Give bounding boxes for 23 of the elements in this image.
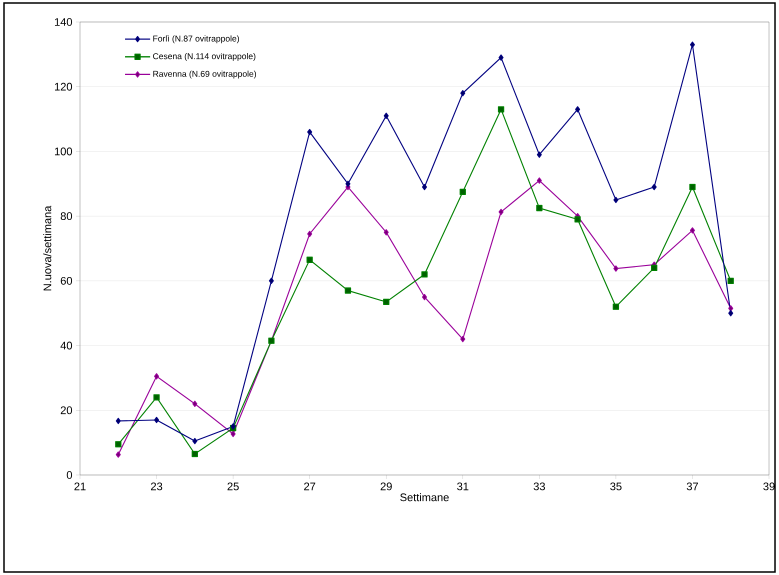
x-tick-label: 29 [380, 482, 392, 490]
x-tick-label: 33 [534, 482, 545, 490]
y-tick-label: 120 [54, 82, 72, 91]
x-tick-label: 23 [150, 482, 162, 490]
legend-label: Cesena (N.114 ovitrappole) [153, 52, 256, 61]
x-tick-label: 37 [686, 482, 698, 490]
y-tick-label: 0 [66, 471, 72, 479]
x-tick-label: 35 [610, 482, 622, 490]
x-tick-label: 21 [74, 482, 86, 490]
y-tick-label: 80 [60, 212, 72, 220]
x-tick-label: 39 [763, 482, 775, 490]
y-axis-title: N.uova/settimana [43, 206, 52, 290]
y-tick-label: 40 [60, 342, 72, 350]
y-tick-label: 20 [60, 406, 72, 414]
y-tick-label: 140 [54, 18, 72, 26]
x-tick-label: 25 [228, 482, 239, 490]
x-tick-label: 27 [304, 482, 316, 490]
x-tick-label: 31 [457, 482, 468, 490]
legend-label: Ravenna (N.69 ovitrappole) [153, 70, 256, 79]
y-tick-label: 100 [54, 148, 72, 156]
y-tick-label: 60 [60, 276, 72, 285]
legend-label: Forlì (N.87 ovitrappole) [153, 35, 239, 44]
x-axis-title: Settimane [400, 493, 449, 502]
